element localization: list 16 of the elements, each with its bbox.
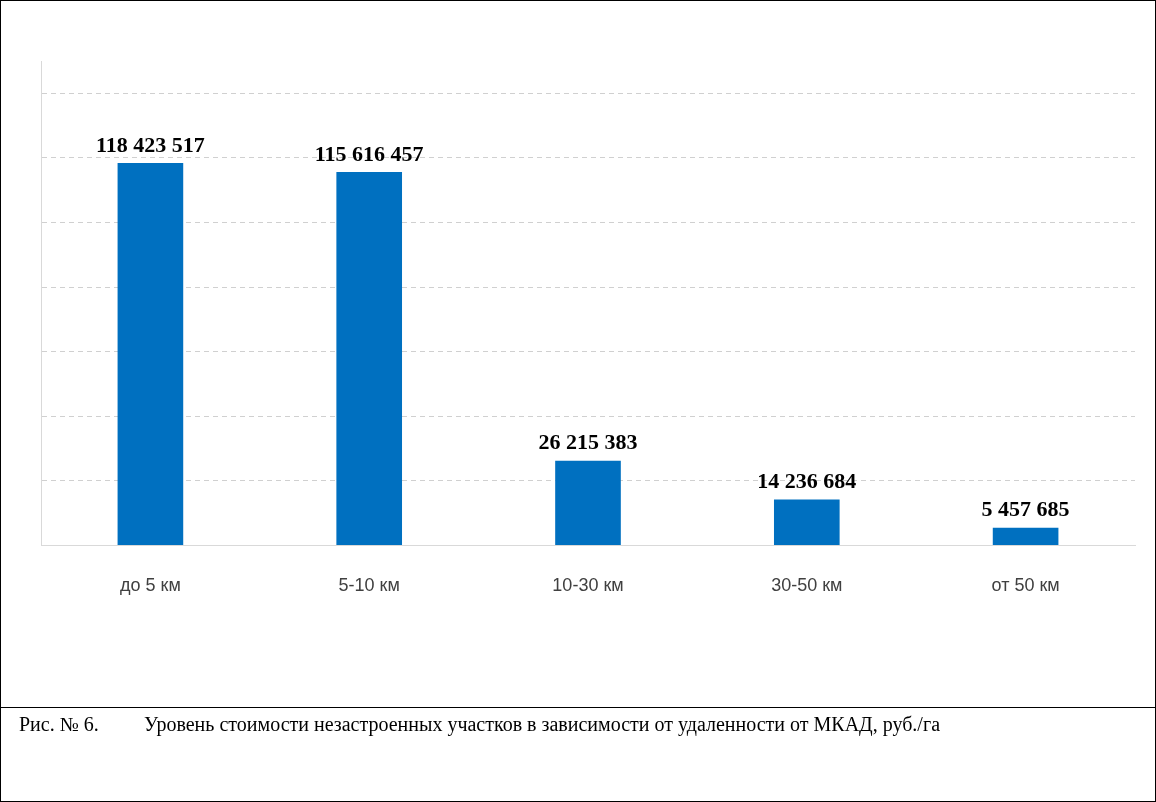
x-tick-label: от 50 км bbox=[991, 575, 1060, 596]
data-label: 26 215 383 bbox=[538, 429, 638, 455]
bar bbox=[555, 460, 621, 545]
bar bbox=[773, 499, 840, 545]
data-label: 118 423 517 bbox=[96, 131, 205, 157]
x-tick-label: 30-50 км bbox=[771, 575, 843, 596]
data-label: 14 236 684 bbox=[757, 468, 857, 494]
x-tick-label: до 5 км bbox=[120, 575, 181, 596]
bar bbox=[992, 527, 1059, 545]
bar bbox=[336, 172, 403, 545]
data-label: 115 616 457 bbox=[314, 140, 424, 166]
x-tick-label: 5-10 км bbox=[338, 575, 400, 596]
text: Рис. № 6. Уровень стоимости незастроенных участков в зависимости от удаленности от МКАД, руб./га bbox=[19, 713, 941, 735]
x-tick-label: 10-30 км bbox=[552, 575, 624, 596]
bar bbox=[117, 162, 184, 545]
data-label: 5 457 685 bbox=[981, 496, 1070, 522]
